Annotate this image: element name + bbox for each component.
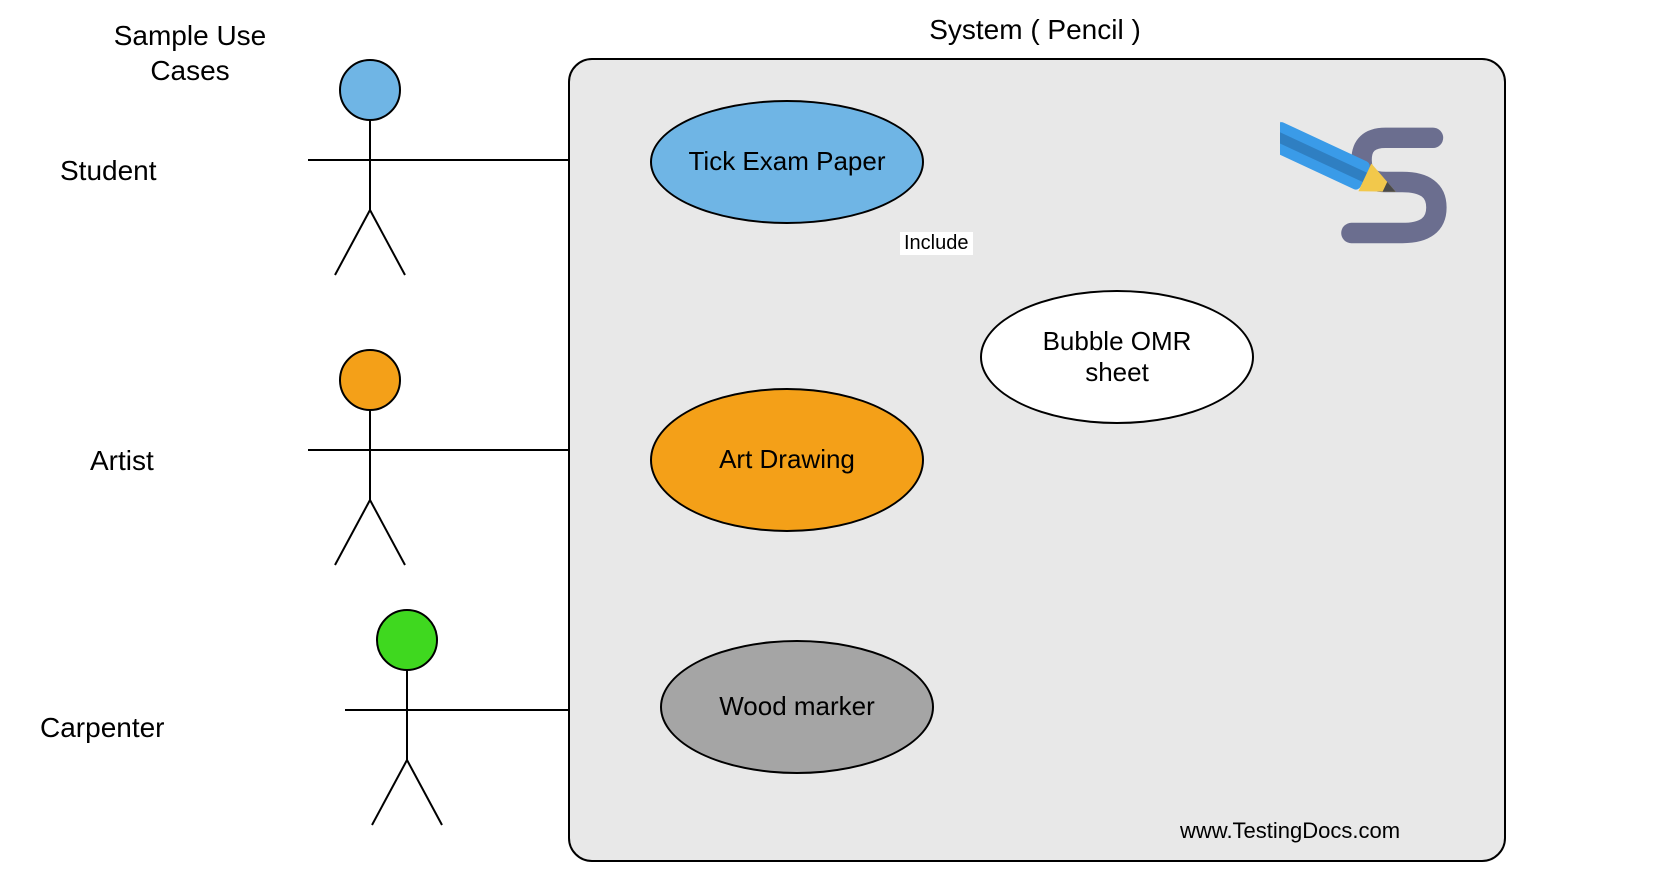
actor-label-artist: Artist xyxy=(90,445,154,477)
pencil-icon xyxy=(1280,80,1450,250)
use-case-label: Art Drawing xyxy=(719,444,855,475)
use-case-label: Bubble OMR sheet xyxy=(1043,326,1192,388)
system-title: System ( Pencil ) xyxy=(568,14,1502,46)
use-case-wood-marker: Wood marker xyxy=(660,640,934,774)
use-case-label: Tick Exam Paper xyxy=(689,146,886,177)
use-case-bubble-omr: Bubble OMR sheet xyxy=(980,290,1254,424)
footer-credit: www.TestingDocs.com xyxy=(1180,818,1400,844)
use-case-label: Wood marker xyxy=(719,691,875,722)
actor-label-carpenter: Carpenter xyxy=(40,712,165,744)
diagram-title: Sample Use Cases xyxy=(80,18,300,88)
use-case-tick-exam: Tick Exam Paper xyxy=(650,100,924,224)
actor-label-student: Student xyxy=(60,155,157,187)
use-case-art-drawing: Art Drawing xyxy=(650,388,924,532)
include-label: Include xyxy=(900,232,973,255)
